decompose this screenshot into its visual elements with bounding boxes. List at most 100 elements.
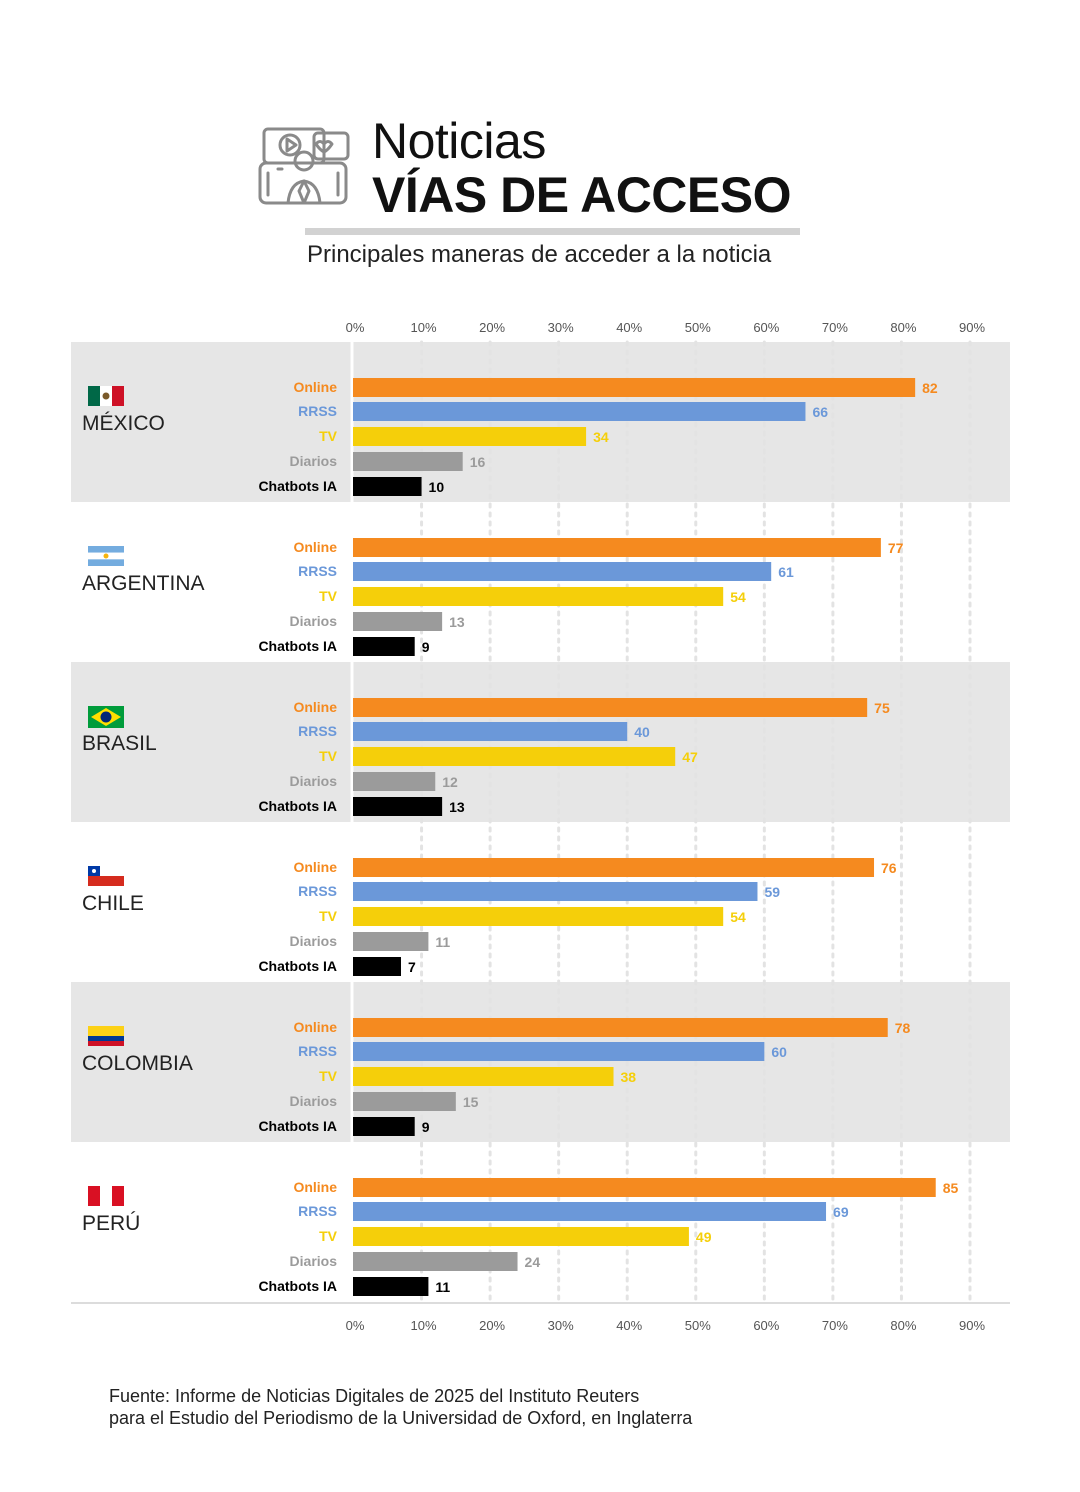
x-tick-label-bottom: 20% (479, 1318, 505, 1333)
x-tick-label-top: 80% (890, 320, 916, 335)
bar-diarios (353, 1252, 518, 1271)
bar-tv (353, 1067, 614, 1086)
category-label: Chatbots IA (258, 1118, 337, 1134)
value-label: 60 (771, 1044, 787, 1060)
chart-title: Noticias (372, 113, 546, 169)
category-label: Diarios (290, 933, 338, 949)
value-label: 54 (730, 589, 746, 605)
category-label: Online (293, 859, 337, 875)
category-label: Chatbots IA (258, 798, 337, 814)
country-label: PERÚ (82, 1212, 140, 1235)
category-label: Diarios (290, 773, 338, 789)
x-tick-label-top: 0% (346, 320, 365, 335)
value-label: 59 (764, 884, 780, 900)
bar-rrss (353, 1042, 765, 1061)
country-label: COLOMBIA (82, 1052, 193, 1075)
argentina-flag-icon (88, 546, 124, 566)
category-label: TV (319, 1068, 338, 1084)
value-label: 77 (888, 540, 904, 556)
x-tick-label-bottom: 40% (616, 1318, 642, 1333)
x-tick-label-top: 10% (411, 320, 437, 335)
value-label: 24 (525, 1254, 541, 1270)
x-tick-label-top: 60% (753, 320, 779, 335)
x-tick-label-bottom: 30% (548, 1318, 574, 1333)
value-label: 9 (422, 1119, 430, 1135)
bar-tv (353, 747, 676, 766)
bar-online (353, 858, 875, 877)
bar-online (353, 378, 916, 397)
x-tick-label-top: 50% (685, 320, 711, 335)
category-label: RRSS (298, 723, 337, 739)
value-label: 76 (881, 860, 897, 876)
bar-diarios (353, 1092, 456, 1111)
value-label: 75 (874, 700, 890, 716)
x-tick-label-bottom: 80% (890, 1318, 916, 1333)
bar-online (353, 1018, 888, 1037)
bar-chatbots-ia (353, 957, 401, 976)
bar-rrss (353, 1202, 827, 1221)
bar-online (353, 1178, 936, 1197)
colombia-flag-icon (88, 1026, 124, 1046)
category-label: Chatbots IA (258, 638, 337, 654)
bar-rrss (353, 402, 806, 421)
country-label: BRASIL (82, 732, 157, 755)
bar-tv (353, 1227, 689, 1246)
value-label: 49 (696, 1229, 712, 1245)
source-line-2: para el Estudio del Periodismo de la Uni… (109, 1408, 693, 1428)
x-tick-label-bottom: 10% (411, 1318, 437, 1333)
title-divider (305, 228, 800, 235)
bar-online (353, 538, 881, 557)
bar-tv (353, 587, 724, 606)
bar-chatbots-ia (353, 637, 415, 656)
bar-tv (353, 907, 724, 926)
category-label: Diarios (290, 1253, 338, 1269)
category-label: Chatbots IA (258, 478, 337, 494)
x-tick-label-bottom: 90% (959, 1318, 985, 1333)
bar-diarios (353, 452, 463, 471)
value-label: 78 (895, 1020, 911, 1036)
x-tick-label-bottom: 0% (346, 1318, 365, 1333)
bar-diarios (353, 932, 429, 951)
chart-description: Principales maneras de acceder a la noti… (307, 241, 772, 268)
value-label: 69 (833, 1204, 849, 1220)
panel-background (71, 982, 1010, 1142)
x-tick-label-bottom: 70% (822, 1318, 848, 1333)
value-label: 16 (470, 454, 486, 470)
bar-chatbots-ia (353, 1117, 415, 1136)
mexico-flag-icon (88, 386, 124, 406)
value-label: 9 (422, 639, 430, 655)
category-label: Online (293, 1179, 337, 1195)
value-label: 34 (593, 429, 609, 445)
category-label: Chatbots IA (258, 1278, 337, 1294)
panel-background (71, 342, 1010, 502)
category-label: RRSS (298, 563, 337, 579)
category-label: Chatbots IA (258, 958, 337, 974)
category-label: Online (293, 379, 337, 395)
chart-header: Noticias VÍAS DE ACCESO Principales mane… (0, 0, 1080, 300)
category-label: Online (293, 1019, 337, 1035)
source-line-1: Fuente: Informe de Noticias Digitales de… (109, 1386, 640, 1406)
bar-rrss (353, 722, 628, 741)
bar-chatbots-ia (353, 477, 422, 496)
bar-chatbots-ia (353, 797, 443, 816)
value-label: 40 (634, 724, 650, 740)
bar-rrss (353, 562, 772, 581)
category-label: RRSS (298, 1203, 337, 1219)
x-tick-label-top: 70% (822, 320, 848, 335)
source-note: Fuente: Informe de Noticias Digitales de… (109, 1385, 692, 1429)
country-label: ARGENTINA (82, 572, 205, 595)
bar-tv (353, 427, 587, 446)
value-label: 54 (730, 909, 746, 925)
value-label: 85 (943, 1180, 959, 1196)
category-label: RRSS (298, 883, 337, 899)
country-label: CHILE (82, 892, 144, 915)
value-label: 47 (682, 749, 698, 765)
category-label: Online (293, 699, 337, 715)
category-label: RRSS (298, 403, 337, 419)
value-label: 10 (429, 479, 445, 495)
category-label: Diarios (290, 1093, 338, 1109)
bar-online (353, 698, 868, 717)
value-label: 66 (812, 404, 828, 420)
panel-background (71, 662, 1010, 822)
value-label: 15 (463, 1094, 479, 1110)
